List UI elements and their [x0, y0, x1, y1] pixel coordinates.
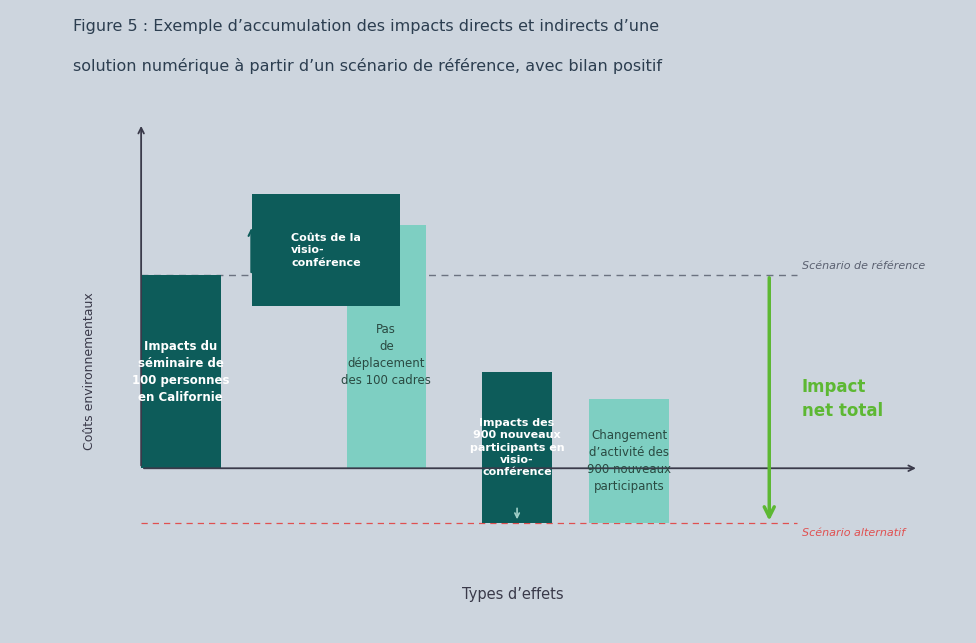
Text: Pas
de
déplacement
des 100 cadres: Pas de déplacement des 100 cadres: [342, 323, 431, 387]
Text: Figure 5 : Exemple d’accumulation des impacts directs et indirects d’une: Figure 5 : Exemple d’accumulation des im…: [73, 19, 660, 34]
Bar: [482, 372, 552, 523]
Text: Changement
d’activité des
900 nouveaux
participants: Changement d’activité des 900 nouveaux p…: [588, 430, 671, 493]
Bar: [346, 225, 426, 468]
Text: Coûts environnementaux: Coûts environnementaux: [83, 293, 97, 451]
Text: Impacts du
séminaire de
100 personnes
en Californie: Impacts du séminaire de 100 personnes en…: [132, 340, 229, 404]
Text: Impacts des
900 nouveaux
participants en
visio-
conférence: Impacts des 900 nouveaux participants en…: [469, 418, 564, 477]
Text: Impact
net total: Impact net total: [802, 379, 883, 420]
Text: solution numérique à partir d’un scénario de référence, avec bilan positif: solution numérique à partir d’un scénari…: [73, 58, 662, 74]
Text: Coûts de la
visio-
conférence: Coûts de la visio- conférence: [291, 233, 361, 267]
X-axis label: Types d’effets: Types d’effets: [462, 587, 563, 602]
Text: Scénario de référence: Scénario de référence: [802, 261, 925, 271]
Bar: [142, 275, 221, 468]
Bar: [590, 399, 669, 523]
Text: Scénario alternatif: Scénario alternatif: [802, 528, 905, 538]
Bar: [258, 225, 309, 275]
